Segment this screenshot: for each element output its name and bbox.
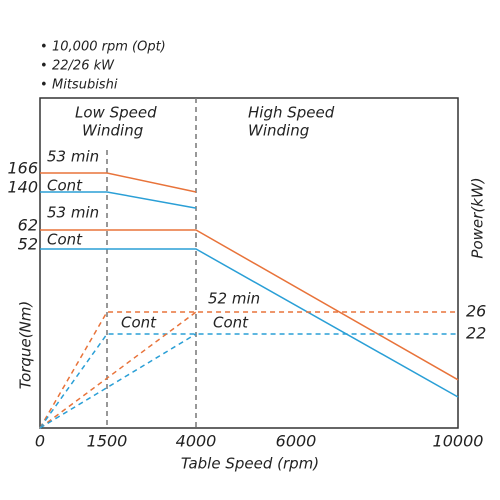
series-line (40, 229, 459, 381)
y-tick-label: 52 (18, 235, 38, 254)
series-line (40, 248, 459, 398)
series-line (40, 191, 197, 209)
x-tick-label: 6000 (276, 432, 317, 451)
annotation: 53 min (47, 204, 99, 222)
y-tick-label: 62 (18, 216, 38, 235)
annotation: 52 min (208, 290, 260, 308)
x-tick-label: 0 (35, 432, 45, 451)
annotation: Cont (121, 314, 157, 332)
annotation: Cont (47, 177, 83, 195)
y2-axis-label: Power(kW) (469, 177, 487, 258)
note: Mitsubishi (52, 78, 118, 93)
annotation: 53 min (47, 148, 99, 166)
x-axis-label: Table Speed (rpm) (181, 455, 319, 473)
x-tick-label: 10000 (433, 432, 484, 451)
annotation: Winding (82, 122, 143, 140)
annotation: Winding (248, 122, 309, 140)
y2-tick-label: 26 (466, 302, 486, 321)
series-line (39, 311, 197, 429)
annotation: Cont (213, 314, 249, 332)
x-tick-label: 4000 (176, 432, 217, 451)
annotation: Cont (47, 231, 83, 249)
y-tick-label: 166 (7, 159, 38, 178)
y-axis-label: Torque(Nm) (17, 301, 35, 389)
note: 10,000 rpm (Opt) (52, 40, 166, 55)
series-line (39, 333, 197, 429)
y2-tick-label: 22 (466, 324, 486, 343)
bullet: • (40, 40, 48, 55)
bullet: • (40, 78, 48, 93)
y-tick-label: 140 (7, 178, 38, 197)
bullet: • (40, 59, 48, 74)
series-line (39, 333, 458, 429)
annotation: High Speed (248, 104, 335, 122)
plot-frame (39, 97, 459, 429)
note: 22/26 kW (52, 59, 115, 74)
series-line (40, 172, 197, 193)
series-line (39, 311, 458, 429)
annotation: Low Speed (75, 104, 157, 122)
x-tick-label: 1500 (87, 432, 128, 451)
